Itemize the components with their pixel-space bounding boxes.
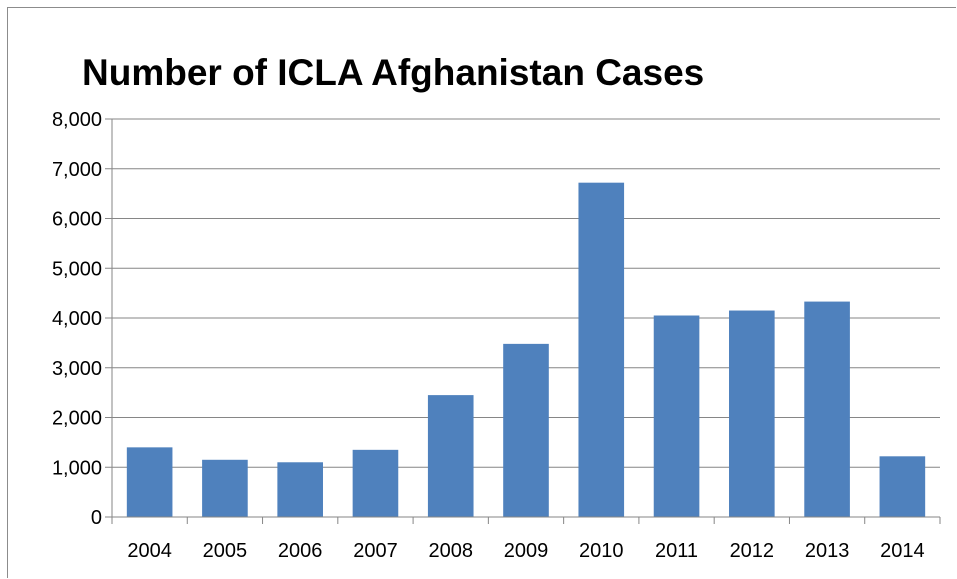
y-tick-label: 7,000 bbox=[52, 159, 102, 181]
x-tick-label: 2004 bbox=[127, 540, 172, 562]
bar-2009 bbox=[503, 343, 549, 517]
x-tick-label: 2007 bbox=[353, 540, 398, 562]
y-tick-label: 5,000 bbox=[52, 258, 102, 280]
y-tick-label: 1,000 bbox=[52, 457, 102, 479]
x-tick-label: 2013 bbox=[805, 540, 850, 562]
x-tick-label: 2006 bbox=[278, 540, 323, 562]
x-tick-label: 2012 bbox=[730, 540, 775, 562]
y-tick-label: 4,000 bbox=[52, 308, 102, 330]
bars bbox=[126, 182, 926, 517]
bar-2007 bbox=[352, 449, 399, 517]
bar-2006 bbox=[277, 462, 323, 517]
bar-2005 bbox=[202, 459, 248, 517]
bar-2013 bbox=[804, 301, 850, 517]
y-tick-label: 0 bbox=[91, 507, 102, 529]
bar-2004 bbox=[126, 447, 173, 517]
x-tick-label: 2011 bbox=[655, 540, 698, 562]
x-tick-label: 2005 bbox=[203, 540, 248, 562]
x-tick-label: 2008 bbox=[428, 540, 473, 562]
bar-2008 bbox=[427, 395, 474, 517]
x-tick-label: 2014 bbox=[880, 540, 925, 562]
y-tick-label: 8,000 bbox=[52, 109, 102, 131]
bar-2010 bbox=[578, 182, 625, 517]
tick-labels: 0 1,000 2,000 3,000 4,000 5,000 6,000 7,000 8,00… bbox=[52, 109, 925, 562]
bar-2014 bbox=[879, 456, 926, 517]
chart-title: Number of ICLA Afghanistan Cases bbox=[82, 52, 705, 93]
x-tick-label: 2009 bbox=[504, 540, 549, 562]
y-tick-label: 3,000 bbox=[52, 358, 102, 380]
bar-2012 bbox=[729, 310, 775, 517]
gridlines bbox=[105, 118, 940, 468]
bar-2011 bbox=[653, 315, 700, 517]
y-tick-label: 2,000 bbox=[52, 408, 102, 430]
y-tick-label: 6,000 bbox=[52, 209, 102, 231]
x-tick-label: 2010 bbox=[579, 540, 624, 562]
axes bbox=[105, 119, 941, 524]
